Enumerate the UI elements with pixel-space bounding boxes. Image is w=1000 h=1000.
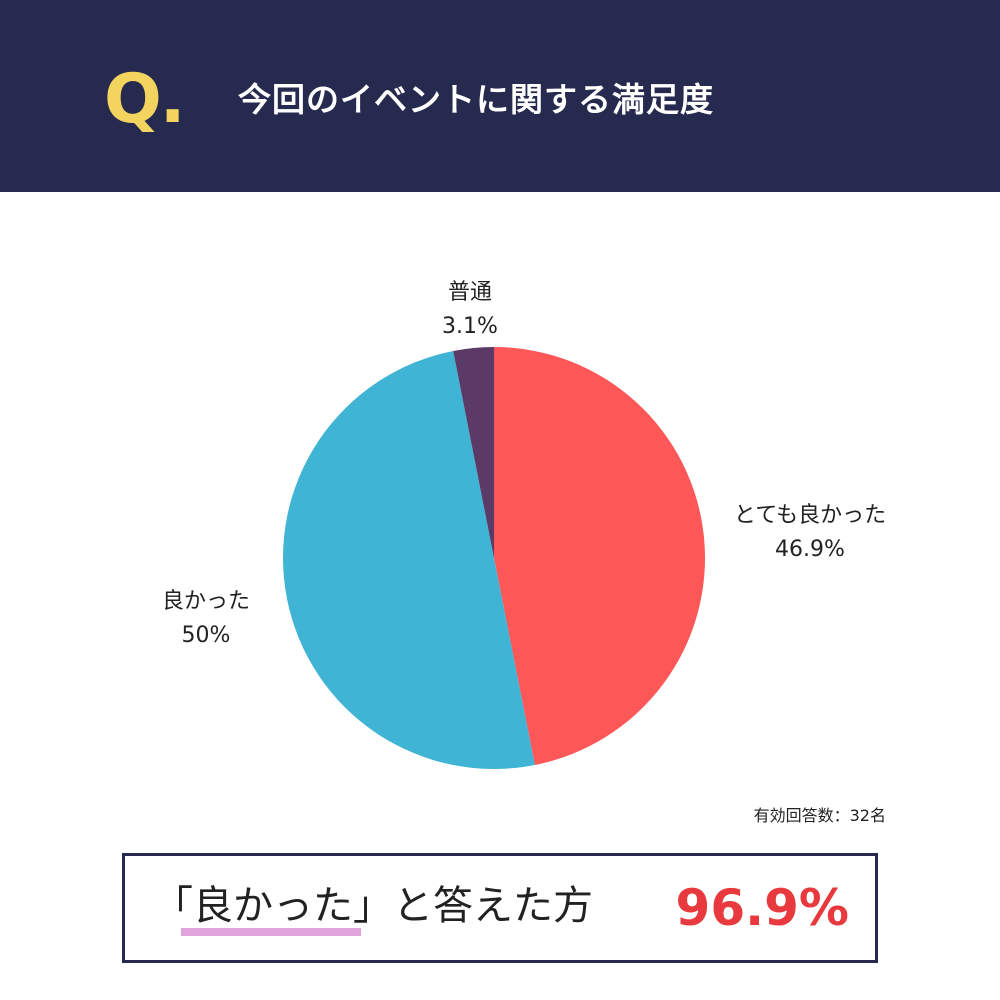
summary-text: 「良かった」と答えた方 xyxy=(153,883,593,929)
highlight-underline xyxy=(181,928,361,936)
header-banner: Q. 今回のイベントに関する満足度 xyxy=(0,0,1000,192)
page-title: 今回のイベントに関する満足度 xyxy=(238,80,714,119)
slice-good xyxy=(283,350,535,770)
slice-label: 普通 xyxy=(448,280,492,305)
pie-labels: とても良かった 46.9% 良かった 50% 普通 3.1% xyxy=(162,280,886,648)
slice-value-label: 46.9% xyxy=(775,537,845,562)
slice-label: 良かった xyxy=(162,589,250,614)
slice-neutral xyxy=(453,347,494,558)
slice-label: とても良かった xyxy=(734,503,886,528)
slice-value-label: 3.1% xyxy=(442,314,498,339)
question-mark-logo: Q. xyxy=(104,60,186,139)
pie-slices xyxy=(283,347,706,770)
summary-box: 「良かった」と答えた方 96.9% xyxy=(122,853,878,963)
respondent-count: 有効回答数：32名 xyxy=(753,806,886,825)
summary-value: 96.9% xyxy=(675,879,849,937)
slice-very-good xyxy=(494,347,706,766)
pie-chart: とても良かった 46.9% 良かった 50% 普通 3.1% xyxy=(162,280,886,770)
slice-value-label: 50% xyxy=(182,623,231,648)
